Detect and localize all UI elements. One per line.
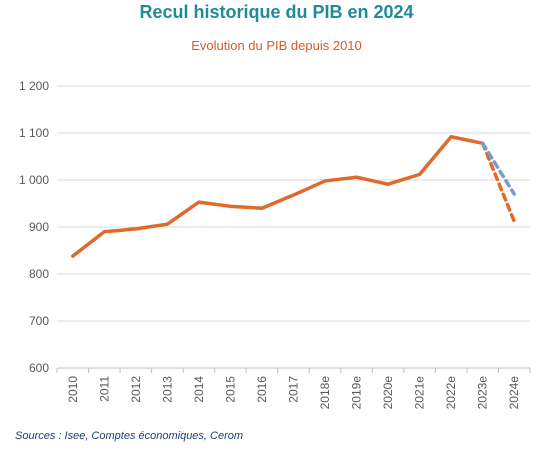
x-tick-label: 2011 <box>97 376 111 402</box>
y-tick-label: 800 <box>29 267 49 281</box>
series-line-2 <box>480 141 516 196</box>
x-tick-label: 2012 <box>129 376 143 403</box>
x-tick-label: 2020e <box>381 376 395 410</box>
y-tick-label: 900 <box>29 220 49 234</box>
x-tick-label: 2018e <box>318 376 332 410</box>
x-tick-label: 2010 <box>66 376 80 403</box>
x-tick-label: 2019e <box>350 376 364 410</box>
y-tick-label: 700 <box>29 314 49 328</box>
x-tick-label: 2013 <box>160 376 174 403</box>
x-tick-label: 2014 <box>192 376 206 403</box>
y-tick-label: 600 <box>29 361 49 375</box>
x-tick-label: 2021e <box>413 376 427 410</box>
source-note: Sources : Isee, Comptes économiques, Cer… <box>15 430 244 442</box>
x-tick-label: 2016 <box>255 376 269 403</box>
y-tick-label: 1 000 <box>19 173 49 187</box>
x-tick-label: 2017 <box>287 376 301 403</box>
x-tick-label: 2015 <box>223 376 237 403</box>
chart-title: Recul historique du PIB en 2024 <box>139 2 414 22</box>
series-line-1 <box>480 141 516 224</box>
y-tick-label: 1 200 <box>19 79 49 93</box>
y-tick-label: 1 100 <box>19 126 49 140</box>
series-line-0 <box>71 135 485 258</box>
x-tick-label: 2023e <box>476 376 490 410</box>
x-tick-label: 2022e <box>444 376 458 410</box>
gdp-line-chart: 600 700 800 900 1 000 1 100 1 200 2010 2011 2012 2… <box>19 79 531 410</box>
chart-subtitle: Evolution du PIB depuis 2010 <box>191 38 362 53</box>
x-tick-label: 2024e <box>507 376 521 410</box>
